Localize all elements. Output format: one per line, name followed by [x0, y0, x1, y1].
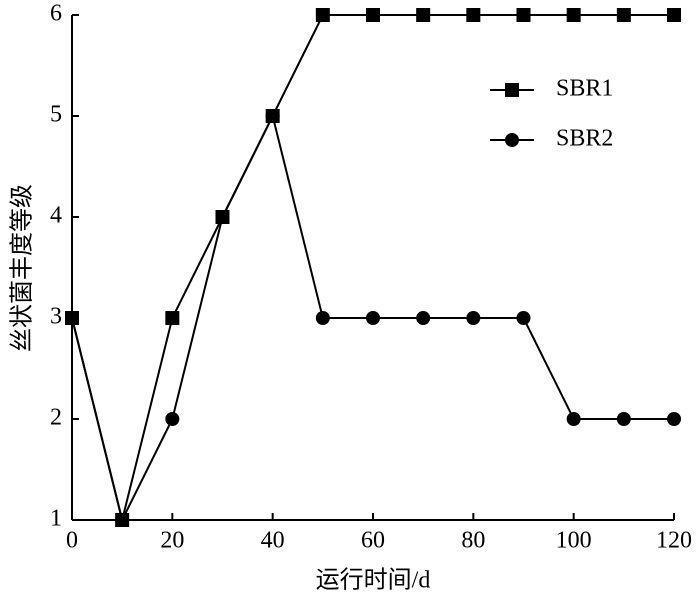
x-tick-label: 60: [361, 528, 385, 554]
data-point: [616, 412, 631, 426]
data-point: [315, 311, 330, 325]
data-point: [516, 311, 531, 325]
y-axis-label: 丝状菌丰度等级: [9, 184, 36, 352]
legend-marker: [505, 83, 519, 97]
x-tick-label: 0: [66, 528, 78, 554]
x-tick-label: 100: [556, 528, 592, 554]
y-tick-label: 4: [50, 203, 62, 229]
y-tick-label: 5: [50, 102, 62, 128]
y-tick-label: 3: [50, 304, 62, 330]
data-point: [566, 8, 581, 22]
x-axis-label: 运行时间/d: [316, 567, 431, 594]
y-tick-label: 2: [50, 405, 62, 431]
legend-label: SBR2: [556, 126, 613, 152]
data-point: [416, 8, 431, 22]
data-point: [65, 311, 79, 325]
data-point: [366, 311, 380, 325]
data-point: [616, 8, 631, 22]
x-tick-label: 40: [261, 528, 285, 554]
data-point: [165, 412, 180, 426]
legend-label: SBR1: [556, 76, 613, 102]
x-tick-label: 120: [656, 528, 692, 554]
data-point: [165, 311, 180, 325]
legend-marker: [505, 133, 519, 147]
data-point: [115, 513, 130, 527]
y-tick-label: 1: [50, 506, 62, 532]
data-point: [265, 109, 280, 123]
data-point: [566, 412, 581, 426]
x-tick-label: 80: [461, 528, 485, 554]
y-tick-label: 6: [50, 1, 62, 27]
data-point: [466, 8, 481, 22]
data-point: [667, 412, 681, 426]
data-point: [516, 8, 531, 22]
x-tick-label: 20: [160, 528, 184, 554]
data-point: [416, 311, 431, 325]
data-point: [366, 8, 380, 22]
data-point: [315, 8, 330, 22]
data-point: [466, 311, 481, 325]
data-point: [667, 8, 681, 22]
data-point: [215, 210, 230, 224]
